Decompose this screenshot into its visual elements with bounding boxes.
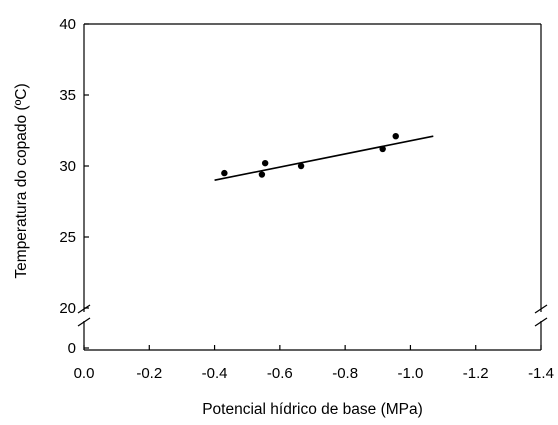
regression-line bbox=[214, 135, 434, 181]
y-tick-label: 40 bbox=[59, 16, 76, 33]
data-point bbox=[297, 162, 305, 170]
y-tick-label: 20 bbox=[59, 300, 76, 317]
y-axis-title: Temperatura do copado (ºC) bbox=[13, 83, 30, 278]
y-tick-label: 0 bbox=[68, 340, 76, 357]
y-axis-break-mark bbox=[77, 304, 91, 314]
x-tick-label: -1.0 bbox=[397, 365, 423, 382]
x-tick-label: -0.8 bbox=[332, 365, 358, 382]
x-tick-label: -0.4 bbox=[202, 365, 228, 382]
data-marks bbox=[214, 132, 434, 181]
x-axis-title: Potencial hídrico de base (MPa) bbox=[202, 401, 423, 418]
y-axis-break-mark bbox=[77, 317, 91, 327]
data-point bbox=[261, 159, 269, 167]
axes bbox=[77, 23, 548, 351]
x-tick-label: 0.0 bbox=[74, 365, 95, 382]
x-tick-label: -0.6 bbox=[267, 365, 293, 382]
y-tick-label: 35 bbox=[59, 87, 76, 104]
right-break-mark bbox=[534, 317, 548, 327]
x-tick-label: -0.2 bbox=[136, 365, 162, 382]
right-break-mark bbox=[534, 304, 548, 314]
y-tick-label: 30 bbox=[59, 158, 76, 175]
data-point bbox=[379, 145, 386, 153]
y-tick-label: 25 bbox=[59, 229, 76, 246]
x-tick-label: -1.4 bbox=[528, 365, 554, 382]
data-point bbox=[392, 132, 399, 140]
data-point bbox=[221, 169, 228, 177]
data-point bbox=[258, 171, 266, 178]
tick-group: 20 25 30 35 40 0 0.0 -0.2 -0.4 -0.6 -0.8 -1.0 -1.2 -1… bbox=[59, 16, 554, 382]
x-tick-label: -1.2 bbox=[463, 365, 489, 382]
